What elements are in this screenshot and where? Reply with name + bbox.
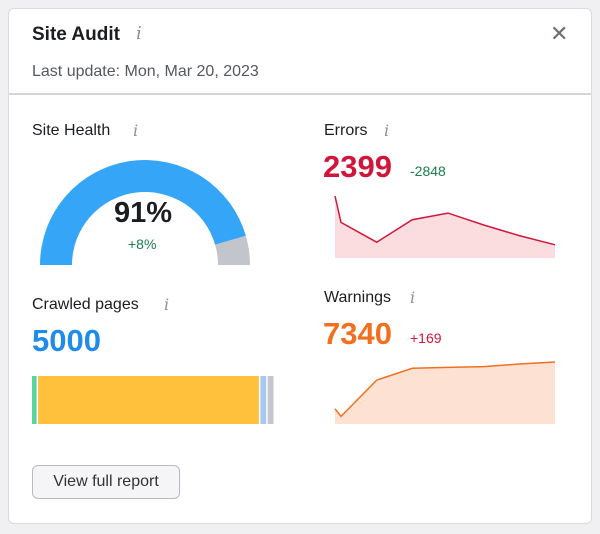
errors-trend-chart <box>334 195 556 258</box>
warnings-trend-area <box>335 362 555 424</box>
crawled-pages-bar <box>32 376 274 424</box>
errors-label: Errors <box>324 122 368 139</box>
crawled-segment-broken <box>38 376 259 424</box>
gauge-remaining-arc <box>215 235 250 265</box>
crawled-segment-redirects <box>260 376 267 424</box>
crawled-segment-blocked <box>267 376 274 424</box>
crawled-segment-healthy <box>32 376 37 424</box>
site-health-value: 91% <box>114 197 173 229</box>
errors-value[interactable]: 2399 <box>323 149 392 184</box>
errors-info-icon[interactable]: i <box>384 121 390 140</box>
close-icon[interactable]: ✕ <box>550 21 569 46</box>
last-update-text: Last update: Mon, Mar 20, 2023 <box>32 63 259 80</box>
widget-header: Site Audit i ✕ Last update: Mon, Mar 20,… <box>9 9 591 95</box>
warnings-label: Warnings <box>324 289 391 306</box>
warnings-trend-chart <box>334 361 556 424</box>
site-health-info-icon[interactable]: i <box>133 121 139 140</box>
widget-title: Site Audit <box>32 24 120 45</box>
errors-trend-area <box>335 196 555 258</box>
crawled-pages-value[interactable]: 5000 <box>32 323 101 358</box>
crawled-pages-info-icon[interactable]: i <box>164 295 170 314</box>
info-icon[interactable]: i <box>136 23 142 44</box>
site-health-label: Site Health <box>32 122 111 139</box>
crawled-pages-label: Crawled pages <box>32 296 139 313</box>
warnings-info-icon[interactable]: i <box>410 288 416 307</box>
site-health-gauge <box>40 159 250 265</box>
errors-change: -2848 <box>410 163 446 179</box>
warnings-value[interactable]: 7340 <box>323 316 392 351</box>
gauge-health-arc <box>40 159 246 265</box>
warnings-trend-line <box>334 361 556 418</box>
site-health-change: +8% <box>128 236 157 252</box>
warnings-change: +169 <box>410 330 442 346</box>
errors-trend-line <box>334 195 556 246</box>
site-audit-widget: Site Audit i ✕ Last update: Mon, Mar 20,… <box>8 8 592 524</box>
view-full-report-button[interactable]: View full report <box>32 465 180 499</box>
